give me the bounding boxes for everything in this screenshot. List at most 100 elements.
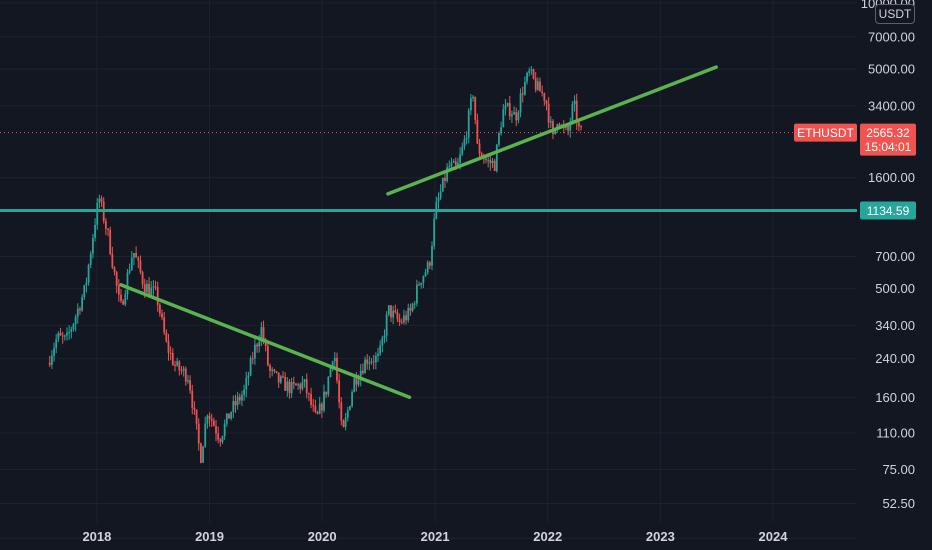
currency-badge[interactable]: USDT	[875, 4, 915, 24]
candle-up	[202, 446, 204, 463]
candle-up	[133, 253, 135, 258]
candle-up	[459, 154, 461, 163]
trendlines[interactable]	[119, 65, 718, 400]
candle-down	[238, 396, 241, 401]
candle-down	[180, 370, 183, 372]
candle-down	[161, 313, 163, 318]
candle-up	[68, 331, 71, 333]
candle-up	[331, 361, 334, 367]
candle-down	[314, 406, 317, 412]
candle-down	[137, 257, 140, 261]
candle-up	[98, 198, 101, 203]
time-axis[interactable]: 2018 2019 2020 2021 2022 2023 2024	[82, 529, 788, 544]
candle-up	[523, 81, 526, 95]
candle-up	[441, 177, 444, 192]
candle-up	[223, 423, 226, 437]
candle-up	[323, 391, 325, 411]
candle-down	[184, 368, 187, 382]
candle-down	[48, 362, 51, 365]
candle-up	[420, 282, 423, 286]
candle-down	[338, 380, 341, 403]
candle-up	[152, 286, 155, 288]
candle-up	[260, 327, 263, 342]
candle-down	[398, 319, 401, 323]
candle-up	[221, 436, 224, 442]
candle-down	[400, 322, 403, 324]
candle-up	[549, 121, 552, 123]
candle-down	[111, 254, 114, 268]
candle-up	[130, 257, 133, 271]
candle-down	[489, 159, 492, 163]
candle-down	[485, 158, 487, 160]
candle-down	[521, 93, 524, 95]
candle-down	[454, 161, 457, 166]
candles	[48, 66, 582, 464]
candle-up	[502, 109, 505, 128]
candle-down	[113, 267, 116, 272]
uptrend-line	[386, 65, 718, 196]
y-tick-label: 75.00	[882, 462, 915, 477]
x-tick-label: 2019	[195, 529, 224, 544]
candle-up	[187, 380, 189, 382]
candle-down	[532, 69, 535, 79]
candle-up	[511, 114, 513, 117]
candle-down	[534, 78, 537, 90]
candle-down	[219, 439, 222, 442]
candle-down	[428, 262, 431, 266]
x-tick-label: 2022	[533, 529, 562, 544]
candle-up	[571, 104, 574, 122]
candle-up	[424, 272, 427, 277]
candle-down	[361, 370, 364, 374]
candle-down	[109, 229, 112, 255]
price-axis[interactable]: 10000.007000.005000.003400.001600.00700.…	[861, 0, 915, 511]
candle-up	[467, 110, 470, 138]
candle-down	[310, 393, 312, 405]
candle-down	[143, 284, 146, 293]
y-tick-label: 5000.00	[868, 62, 915, 77]
candle-up	[379, 345, 382, 354]
candle-down	[107, 228, 109, 230]
candle-down	[167, 341, 170, 353]
candle-down	[366, 359, 369, 364]
candle-down	[539, 81, 541, 92]
candle-up	[254, 344, 256, 359]
y-tick-label: 7000.00	[868, 29, 915, 44]
candle-up	[370, 361, 373, 363]
candle-down	[515, 112, 518, 121]
candle-down	[580, 126, 582, 128]
candle-up	[411, 303, 414, 311]
candle-up	[57, 333, 60, 340]
candle-down	[476, 119, 479, 144]
candle-up	[124, 294, 127, 305]
candle-up	[286, 381, 289, 391]
candle-up	[498, 133, 500, 145]
candle-up	[465, 137, 468, 140]
candle-down	[305, 379, 308, 394]
candle-up	[81, 297, 84, 311]
candle-up	[364, 359, 366, 374]
candle-up	[72, 324, 75, 330]
candle-down	[288, 381, 291, 394]
candle-down	[178, 361, 181, 371]
y-tick-label: 240.00	[875, 351, 915, 366]
candle-down	[117, 285, 120, 295]
candle-up	[236, 396, 239, 406]
candle-up	[50, 355, 53, 365]
candle-up	[448, 166, 451, 168]
candle-down	[480, 153, 483, 157]
candle-up	[146, 283, 148, 293]
candle-up	[517, 112, 520, 121]
candle-down	[100, 198, 103, 202]
candle-up	[247, 375, 250, 378]
candle-up	[76, 308, 79, 317]
candle-up	[407, 307, 410, 321]
candle-up	[487, 159, 490, 161]
candle-up	[368, 362, 371, 364]
candle-down	[228, 413, 230, 419]
candle-down	[120, 294, 122, 301]
candle-up	[385, 314, 388, 336]
candle-up	[63, 335, 66, 337]
x-tick-label: 2023	[646, 529, 675, 544]
candle-up	[225, 413, 228, 424]
